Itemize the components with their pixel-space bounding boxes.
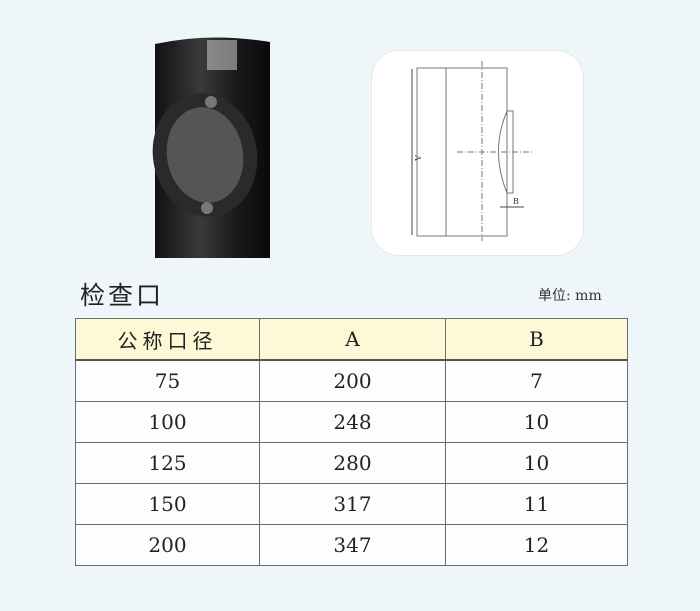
header-b: B [445, 318, 628, 361]
header-nominal-diameter: 公称口径 [75, 318, 260, 361]
table-row: 125 280 10 [75, 442, 628, 484]
unit-label: 单位: mm [538, 288, 602, 304]
cell-diameter: 200 [75, 524, 260, 566]
cell-a: 347 [259, 524, 446, 566]
table-row: 100 248 10 [75, 401, 628, 443]
cell-b: 10 [445, 401, 628, 443]
cell-a: 280 [259, 442, 446, 484]
dimension-drawing: A B [371, 50, 584, 256]
cell-diameter: 100 [75, 401, 260, 443]
cell-b: 10 [445, 442, 628, 484]
table-row: 150 317 11 [75, 483, 628, 525]
cell-b: 12 [445, 524, 628, 566]
table-row: 200 347 12 [75, 524, 628, 566]
product-photo [145, 30, 280, 265]
table-row: 75 200 7 [75, 359, 628, 402]
cell-a: 317 [259, 483, 446, 525]
cell-a: 200 [259, 359, 446, 402]
table-header-row: 公称口径 A B [75, 318, 628, 361]
cell-diameter: 125 [75, 442, 260, 484]
header-a: A [259, 318, 446, 361]
cell-a: 248 [259, 401, 446, 443]
page-title: 检查口 [80, 281, 165, 310]
cell-b: 7 [445, 359, 628, 402]
dim-b-label: B [513, 197, 519, 206]
cell-b: 11 [445, 483, 628, 525]
spec-table: 公称口径 A B 75 200 7 100 248 10 125 280 10 150 317… [75, 318, 628, 566]
dim-a-label: A [413, 154, 422, 161]
cell-diameter: 150 [75, 483, 260, 525]
cell-diameter: 75 [75, 359, 260, 402]
